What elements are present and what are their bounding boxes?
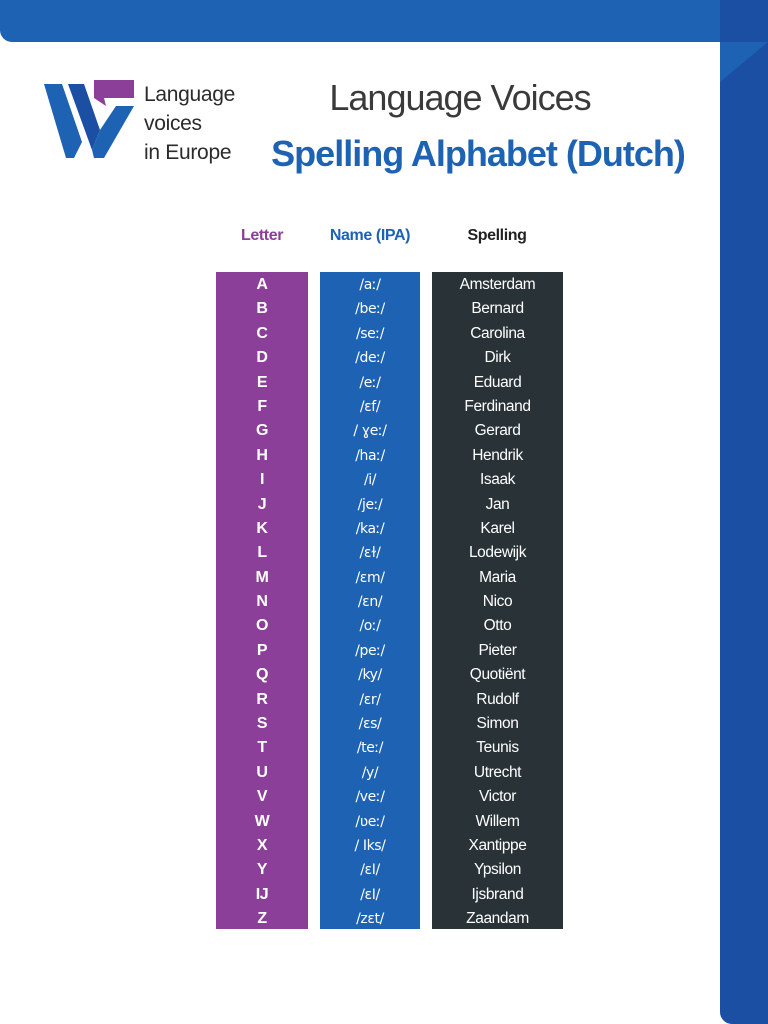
letter-cell: R [256,690,268,708]
logo-wordmark: Language voices in Europe [144,80,235,167]
letter-cell: K [256,519,268,537]
spelling-cell: Utrecht [473,763,522,781]
ipa-cell: /peː/ [355,642,385,659]
ipa-cell: /ɛs/ [358,716,382,733]
spelling-cell: Lodewijk [468,544,527,562]
ipa-cell: /ɛI/ [360,862,380,879]
spelling-cell: Bernard [471,300,524,318]
letter-cell: P [256,641,268,659]
letter-cell: W [254,812,270,830]
header-spelling: Spelling [467,227,527,244]
header-name-ipa: Name (IPA) [329,227,411,244]
logo-line-1: Language [144,83,236,106]
right-frame-bar [720,0,768,1024]
ipa-cell: /oː/ [359,618,381,635]
ipa-column: /aː/ /beː/ /seː/ /deː/ /eː/ /ɛf/ / ɣeː/ /haː/ /i… [320,272,420,929]
ipa-cell: /ɛn/ [357,594,383,611]
letter-cell: U [256,763,268,781]
letter-cell: H [256,446,268,464]
letter-cell: IJ [255,885,269,903]
ipa-cell: /ʋeː/ [355,813,385,830]
spelling-cell: Karel [480,519,515,537]
letter-cell: D [256,349,268,367]
header-letter: Letter [240,227,284,244]
ipa-cell: /deː/ [355,350,385,367]
letter-cell: X [256,836,268,854]
letter-cell: A [256,276,268,293]
spelling-cell: Nico [482,593,513,611]
spelling-cell: Ijsbrand [471,885,524,903]
spelling-cell: Dirk [484,349,511,367]
letter-cell: L [257,544,267,562]
page-title: Language Voices [329,77,591,118]
ipa-cell: /ɛɫ/ [359,545,381,562]
ipa-cell: /veː/ [355,789,385,806]
spelling-cell: Rudolf [476,690,519,708]
ipa-cell: /ky/ [358,667,382,684]
letter-column: A B C D E F G H I J K L M N O P Q R S T U V W X Y IJ Z [216,272,308,929]
spelling-cell: Pieter [478,641,517,659]
letter-cell: Q [255,666,269,684]
letter-cell: G [255,422,269,440]
ipa-cell: / ɣeː/ [353,423,387,440]
spelling-cell: Isaak [479,471,516,489]
letter-cell: J [257,495,267,513]
spelling-cell: Victor [479,788,516,806]
spelling-cell: Gerard [474,422,521,440]
spelling-cell: Maria [479,568,516,586]
page-subtitle: Spelling Alphabet (Dutch) [271,133,686,174]
spelling-cell: Simon [476,715,519,733]
spelling-cell: Otto [483,617,512,635]
letter-cell: E [256,373,268,391]
ipa-cell: /haː/ [355,447,385,464]
ipa-cell: /kaː/ [355,520,385,537]
logo-line-3: in Europe [144,141,232,164]
ipa-cell: /ɛm/ [355,569,385,586]
ipa-cell: /ɛf/ [359,398,381,415]
spelling-cell: Eduard [473,373,522,391]
ipa-cell: / Iks/ [354,837,386,854]
letter-cell: B [256,300,268,318]
ipa-cell: /seː/ [355,325,385,342]
spelling-cell: Hendrik [472,446,523,464]
spelling-cell: Quotiënt [469,666,526,684]
letter-cell: Y [256,861,268,879]
ipa-cell: /ɛr/ [359,691,381,708]
ipa-cell: /jeː/ [357,496,383,513]
frame-corner-fold [720,42,768,82]
spelling-cell: Ypsilon [474,861,521,879]
spelling-cell: Carolina [470,324,525,342]
spelling-column: Amsterdam Bernard Carolina Dirk Eduard Ferdin… [432,272,563,929]
ipa-cell: /ɛI/ [360,886,380,903]
spelling-cell: Zaandam [466,910,529,928]
spelling-cell: Amsterdam [459,276,536,293]
ipa-cell: /teː/ [356,740,384,757]
letter-cell: M [255,568,269,586]
letter-cell: F [257,397,267,415]
spelling-cell: Willem [475,812,520,830]
letter-cell: S [256,715,268,733]
lve-logo-icon [44,80,134,158]
spelling-cell: Ferdinand [464,397,531,415]
spelling-cell: Teunis [476,739,519,757]
letter-cell: Z [257,910,267,928]
letter-cell: I [259,471,265,489]
ipa-cell: /i/ [363,472,377,489]
letter-cell: C [256,324,268,342]
spelling-cell: Xantippe [468,836,527,854]
letter-cell: O [255,617,269,635]
spelling-cell: Jan [485,495,510,513]
ipa-cell: /y/ [361,764,379,781]
ipa-cell: /aː/ [359,277,381,293]
letter-cell: N [256,593,268,611]
top-frame-bar [0,0,768,42]
ipa-cell: /eː/ [359,374,381,391]
ipa-cell: /beː/ [355,301,385,318]
letter-cell: T [257,739,267,757]
ipa-cell: /zɛt/ [356,911,384,928]
logo-line-2: voices [144,112,202,135]
letter-cell: V [256,788,268,806]
